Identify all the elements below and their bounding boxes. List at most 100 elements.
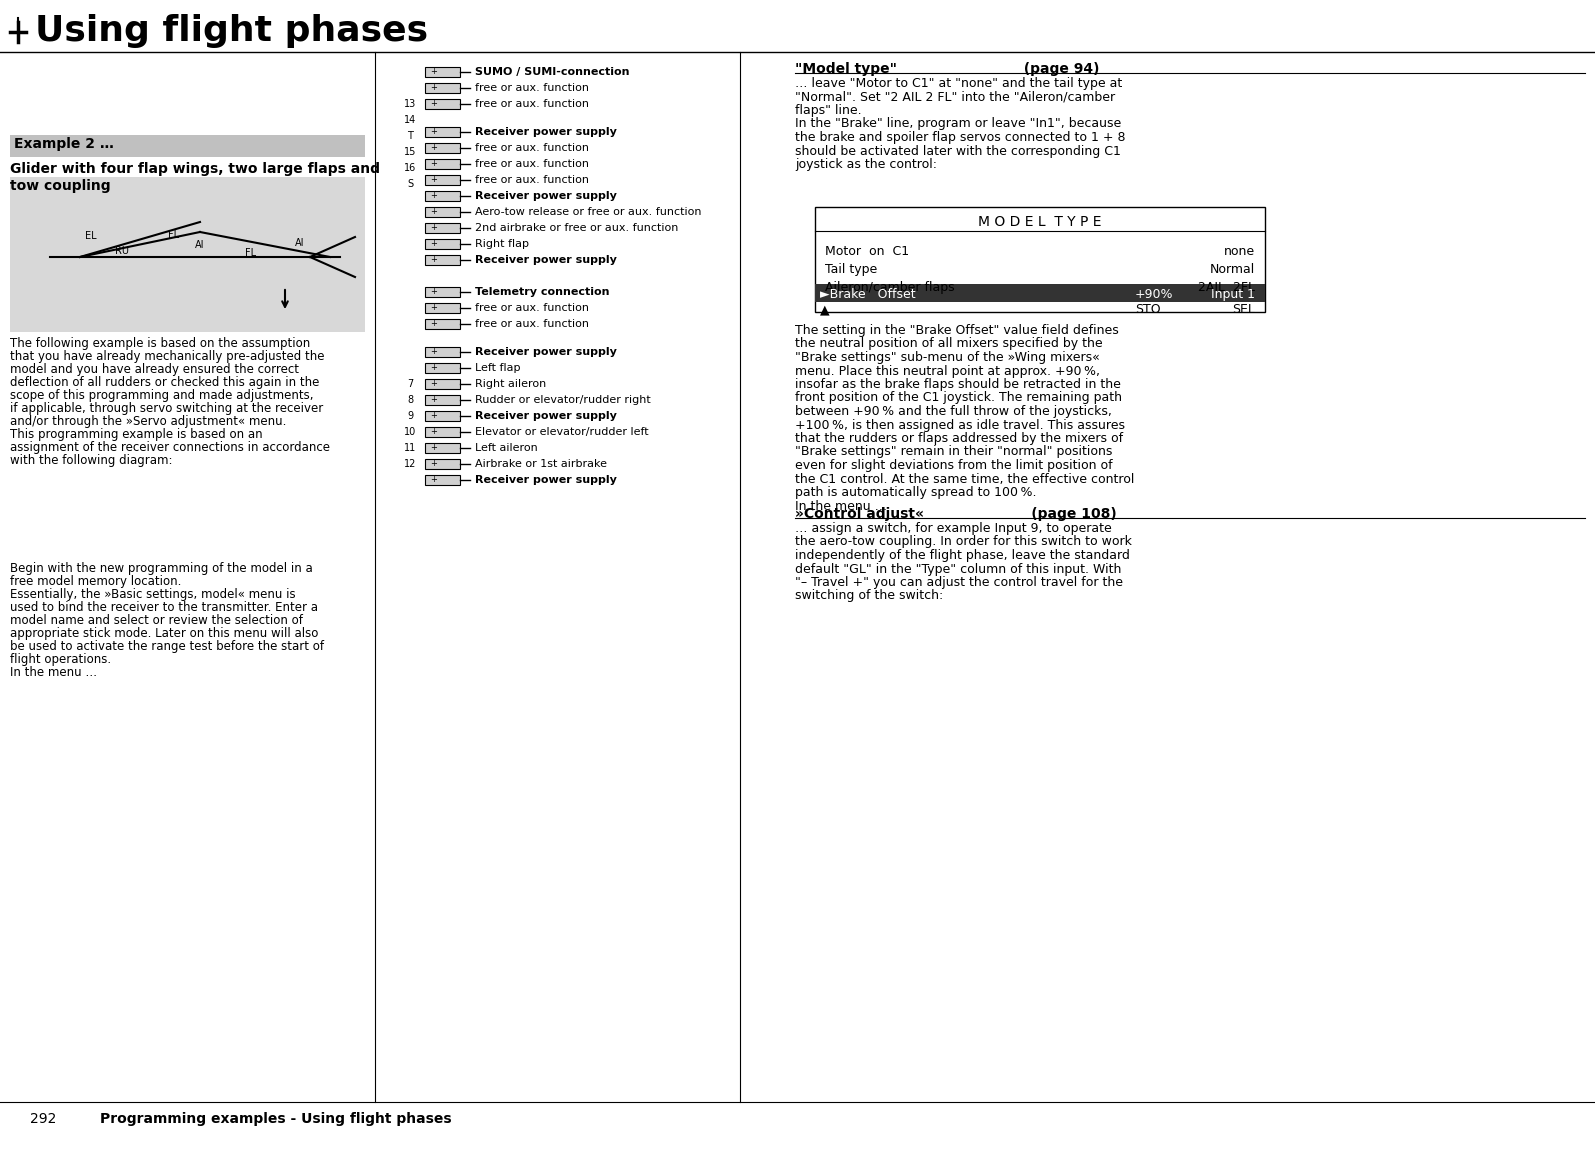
Text: even for slight deviations from the limit position of: even for slight deviations from the limi…	[794, 458, 1113, 472]
Text: … leave "Motor to C1" at "none" and the tail type at: … leave "Motor to C1" at "none" and the …	[794, 77, 1123, 90]
Text: Using flight phases: Using flight phases	[35, 14, 427, 48]
Text: free or aux. function: free or aux. function	[475, 83, 589, 93]
Text: menu. Place this neutral point at approx. +90 %,: menu. Place this neutral point at approx…	[794, 364, 1101, 378]
Bar	[424, 458, 459, 469]
Text: "Model type"                          (page 94): "Model type" (page 94)	[794, 62, 1099, 76]
Bar	[424, 223, 459, 233]
Text: SUMO / SUMI-connection: SUMO / SUMI-connection	[475, 67, 630, 77]
Text: free or aux. function: free or aux. function	[475, 319, 589, 329]
Text: 2AIL  2FL: 2AIL 2FL	[1198, 281, 1255, 294]
Bar	[424, 238, 459, 249]
Text: +: +	[431, 427, 437, 437]
Text: Programming examples - Using flight phases: Programming examples - Using flight phas…	[100, 1112, 451, 1126]
Bar	[10, 135, 365, 157]
Text: independently of the flight phase, leave the standard: independently of the flight phase, leave…	[794, 550, 1129, 562]
Text: +: +	[431, 175, 437, 184]
Text: Essentially, the »Basic settings, model« menu is: Essentially, the »Basic settings, model«…	[10, 588, 295, 601]
Bar	[424, 475, 459, 485]
Bar	[424, 255, 459, 265]
Text: +: +	[431, 395, 437, 404]
Text: 292: 292	[30, 1112, 56, 1126]
Text: flaps" line.: flaps" line.	[794, 104, 861, 118]
Text: assignment of the receiver connections in accordance: assignment of the receiver connections i…	[10, 441, 330, 454]
Text: +: +	[431, 68, 437, 76]
Text: +: +	[431, 83, 437, 92]
Text: if applicable, through servo switching at the receiver: if applicable, through servo switching a…	[10, 402, 324, 415]
Text: This programming example is based on an: This programming example is based on an	[10, 429, 263, 441]
Text: free or aux. function: free or aux. function	[475, 175, 589, 185]
Text: 10: 10	[404, 427, 416, 437]
Text: Airbrake or 1st airbrake: Airbrake or 1st airbrake	[475, 458, 608, 469]
Bar	[815, 285, 1265, 302]
Text: Receiver power supply: Receiver power supply	[475, 127, 617, 137]
Bar	[424, 175, 459, 185]
Text: Aero-tow release or free or aux. function: Aero-tow release or free or aux. functio…	[475, 207, 702, 217]
Text: +90%: +90%	[1136, 288, 1174, 301]
Text: +: +	[431, 460, 437, 469]
Text: Right aileron: Right aileron	[475, 379, 545, 389]
Text: 8: 8	[407, 395, 413, 406]
Text: +: +	[431, 348, 437, 356]
Bar	[424, 427, 459, 437]
Bar	[424, 191, 459, 200]
Text: Receiver power supply: Receiver power supply	[475, 347, 617, 357]
Text: default "GL" in the "Type" column of this input. With: default "GL" in the "Type" column of thi…	[794, 562, 1121, 576]
Bar	[424, 395, 459, 406]
Text: that the rudders or flaps addressed by the mixers of: that the rudders or flaps addressed by t…	[794, 432, 1123, 445]
Text: path is automatically spread to 100 %.: path is automatically spread to 100 %.	[794, 486, 1037, 499]
Text: In the menu …: In the menu …	[794, 500, 887, 513]
Text: Telemetry connection: Telemetry connection	[475, 287, 609, 297]
Text: free or aux. function: free or aux. function	[475, 143, 589, 153]
Text: +: +	[431, 444, 437, 453]
Text: Tail type: Tail type	[825, 263, 877, 276]
Text: Left flap: Left flap	[475, 363, 520, 373]
Text: STO: STO	[1136, 303, 1161, 316]
Text: Receiver power supply: Receiver power supply	[475, 191, 617, 200]
Text: between +90 % and the full throw of the joysticks,: between +90 % and the full throw of the …	[794, 406, 1112, 418]
Text: model name and select or review the selection of: model name and select or review the sele…	[10, 614, 303, 627]
Text: +: +	[431, 303, 437, 312]
Text: flight operations.: flight operations.	[10, 653, 112, 666]
Text: ▲: ▲	[820, 303, 829, 316]
Text: SEL: SEL	[1231, 303, 1255, 316]
Text: Example 2 …: Example 2 …	[14, 137, 113, 151]
Text: AI: AI	[295, 238, 305, 248]
Text: with the following diagram:: with the following diagram:	[10, 454, 172, 467]
Text: "– Travel +" you can adjust the control travel for the: "– Travel +" you can adjust the control …	[794, 576, 1123, 589]
Text: +: +	[431, 364, 437, 372]
Text: In the "Brake" line, program or leave "In1", because: In the "Brake" line, program or leave "I…	[794, 118, 1121, 130]
Text: +: +	[431, 288, 437, 296]
Bar	[424, 143, 459, 153]
Text: model and you have already ensured the correct: model and you have already ensured the c…	[10, 363, 298, 376]
Text: the aero-tow coupling. In order for this switch to work: the aero-tow coupling. In order for this…	[794, 536, 1132, 548]
Text: the neutral position of all mixers specified by the: the neutral position of all mixers speci…	[794, 338, 1102, 350]
Text: 2nd airbrake or free or aux. function: 2nd airbrake or free or aux. function	[475, 223, 678, 233]
Text: 11: 11	[404, 444, 416, 453]
Text: ►Brake   Offset: ►Brake Offset	[820, 288, 916, 301]
Bar	[10, 177, 365, 332]
Text: Right flap: Right flap	[475, 238, 530, 249]
Text: T: T	[407, 131, 413, 141]
Text: and/or through the »Servo adjustment« menu.: and/or through the »Servo adjustment« me…	[10, 415, 287, 429]
Text: +: +	[431, 319, 437, 328]
Text: »Control adjust«                      (page 108): »Control adjust« (page 108)	[794, 507, 1116, 521]
Text: the C1 control. At the same time, the effective control: the C1 control. At the same time, the ef…	[794, 472, 1134, 485]
Text: +: +	[431, 256, 437, 265]
Text: AI: AI	[195, 240, 204, 250]
Text: joystick as the control:: joystick as the control:	[794, 158, 936, 170]
Text: Left aileron: Left aileron	[475, 444, 538, 453]
Bar	[424, 444, 459, 453]
Text: Rudder or elevator/rudder right: Rudder or elevator/rudder right	[475, 395, 651, 406]
Text: … assign a switch, for example Input 9, to operate: … assign a switch, for example Input 9, …	[794, 522, 1112, 535]
Text: "Brake settings" sub-menu of the »Wing mixers«: "Brake settings" sub-menu of the »Wing m…	[794, 351, 1099, 364]
Text: +: +	[431, 159, 437, 168]
Bar	[424, 303, 459, 313]
Text: +: +	[431, 223, 437, 233]
Text: In the menu …: In the menu …	[10, 666, 97, 679]
Bar	[424, 363, 459, 373]
Bar	[424, 379, 459, 389]
Text: +: +	[431, 99, 437, 108]
Text: +: +	[431, 191, 437, 200]
Text: free model memory location.: free model memory location.	[10, 575, 182, 588]
Text: +: +	[431, 207, 437, 217]
